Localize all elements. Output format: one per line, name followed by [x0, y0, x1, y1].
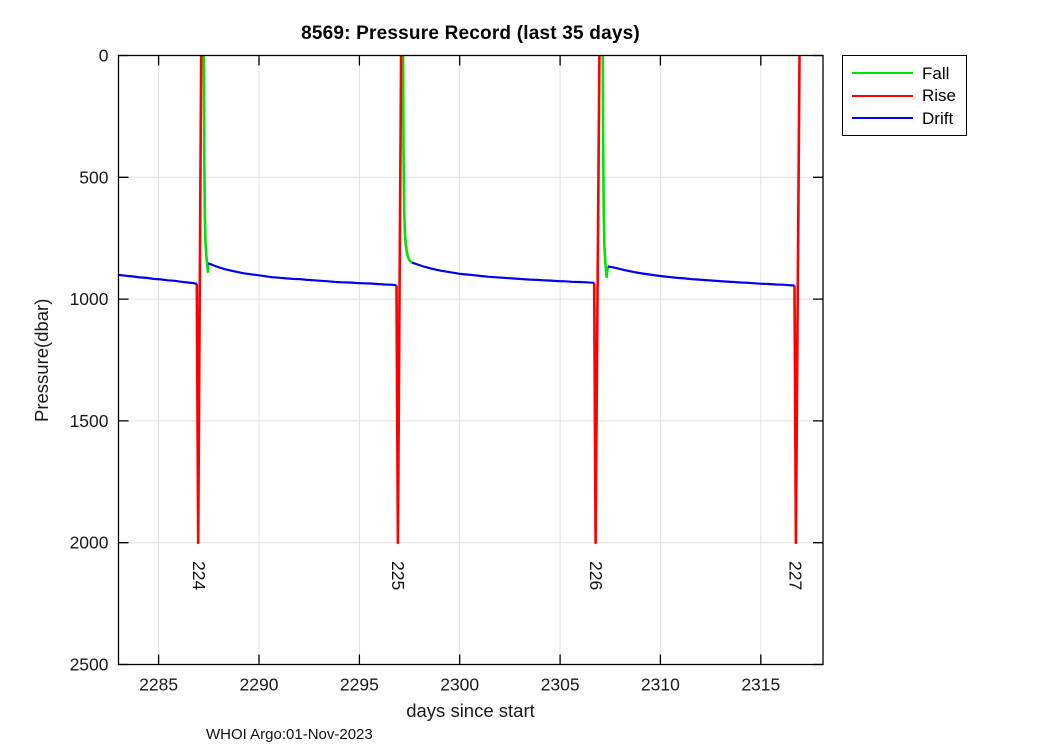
- x-tick-label: 2290: [240, 675, 279, 695]
- y-tick-label: 500: [79, 167, 108, 187]
- legend: Fall Rise Drift: [842, 55, 967, 136]
- x-tick-label: 2315: [741, 675, 780, 695]
- grid-lines: [118, 55, 823, 665]
- axis-box: [117, 54, 824, 666]
- legend-line-fall: [852, 72, 913, 74]
- x-tick-label: 2285: [139, 675, 178, 695]
- legend-line-rise: [852, 94, 913, 97]
- y-tick-label: 2000: [70, 533, 109, 553]
- legend-entry-drift: Drift: [852, 110, 960, 127]
- series-drift-line: [411, 261, 595, 284]
- series-rise-line: [793, 55, 801, 545]
- series-rise-line: [395, 55, 403, 545]
- tick-marks: [118, 54, 823, 666]
- profile-number-label: 225: [388, 561, 408, 590]
- x-tick-label: 2310: [641, 675, 680, 695]
- x-tick-label: 2300: [440, 675, 479, 695]
- profile-number-label: 226: [586, 561, 606, 590]
- legend-label: Fall: [922, 63, 950, 83]
- series-fall-line: [202, 55, 210, 274]
- y-axis-label: Pressure(dbar): [31, 298, 52, 422]
- series-rise-line: [195, 55, 203, 545]
- legend-label: Rise: [922, 86, 957, 105]
- x-axis-label: days since start: [406, 700, 535, 721]
- profile-number-label: 227: [785, 561, 805, 590]
- series-fall-line: [601, 55, 610, 279]
- series-drift-line: [607, 265, 795, 287]
- series-rise-line: [592, 55, 601, 545]
- y-tick-label: 0: [99, 46, 109, 66]
- y-tick-label: 1000: [70, 289, 109, 309]
- legend-label: Drift: [922, 108, 954, 128]
- series-drift-line: [118, 273, 198, 285]
- legend-entry-fall: Fall: [852, 65, 960, 82]
- x-tick-label: 2295: [340, 675, 379, 695]
- legend-entry-rise: Rise: [852, 87, 960, 104]
- y-tick-label: 2500: [70, 655, 109, 675]
- series-drift-line: [207, 262, 397, 287]
- x-tick-label: 2305: [541, 675, 580, 695]
- series-fall-line: [401, 55, 413, 264]
- y-tick-label: 1500: [70, 411, 109, 431]
- footer-annotation: WHOI Argo:01-Nov-2023: [206, 726, 373, 743]
- legend-line-drift: [852, 117, 913, 119]
- profile-number-label: 224: [189, 561, 209, 590]
- chart-title: 8569: Pressure Record (last 35 days): [301, 23, 640, 44]
